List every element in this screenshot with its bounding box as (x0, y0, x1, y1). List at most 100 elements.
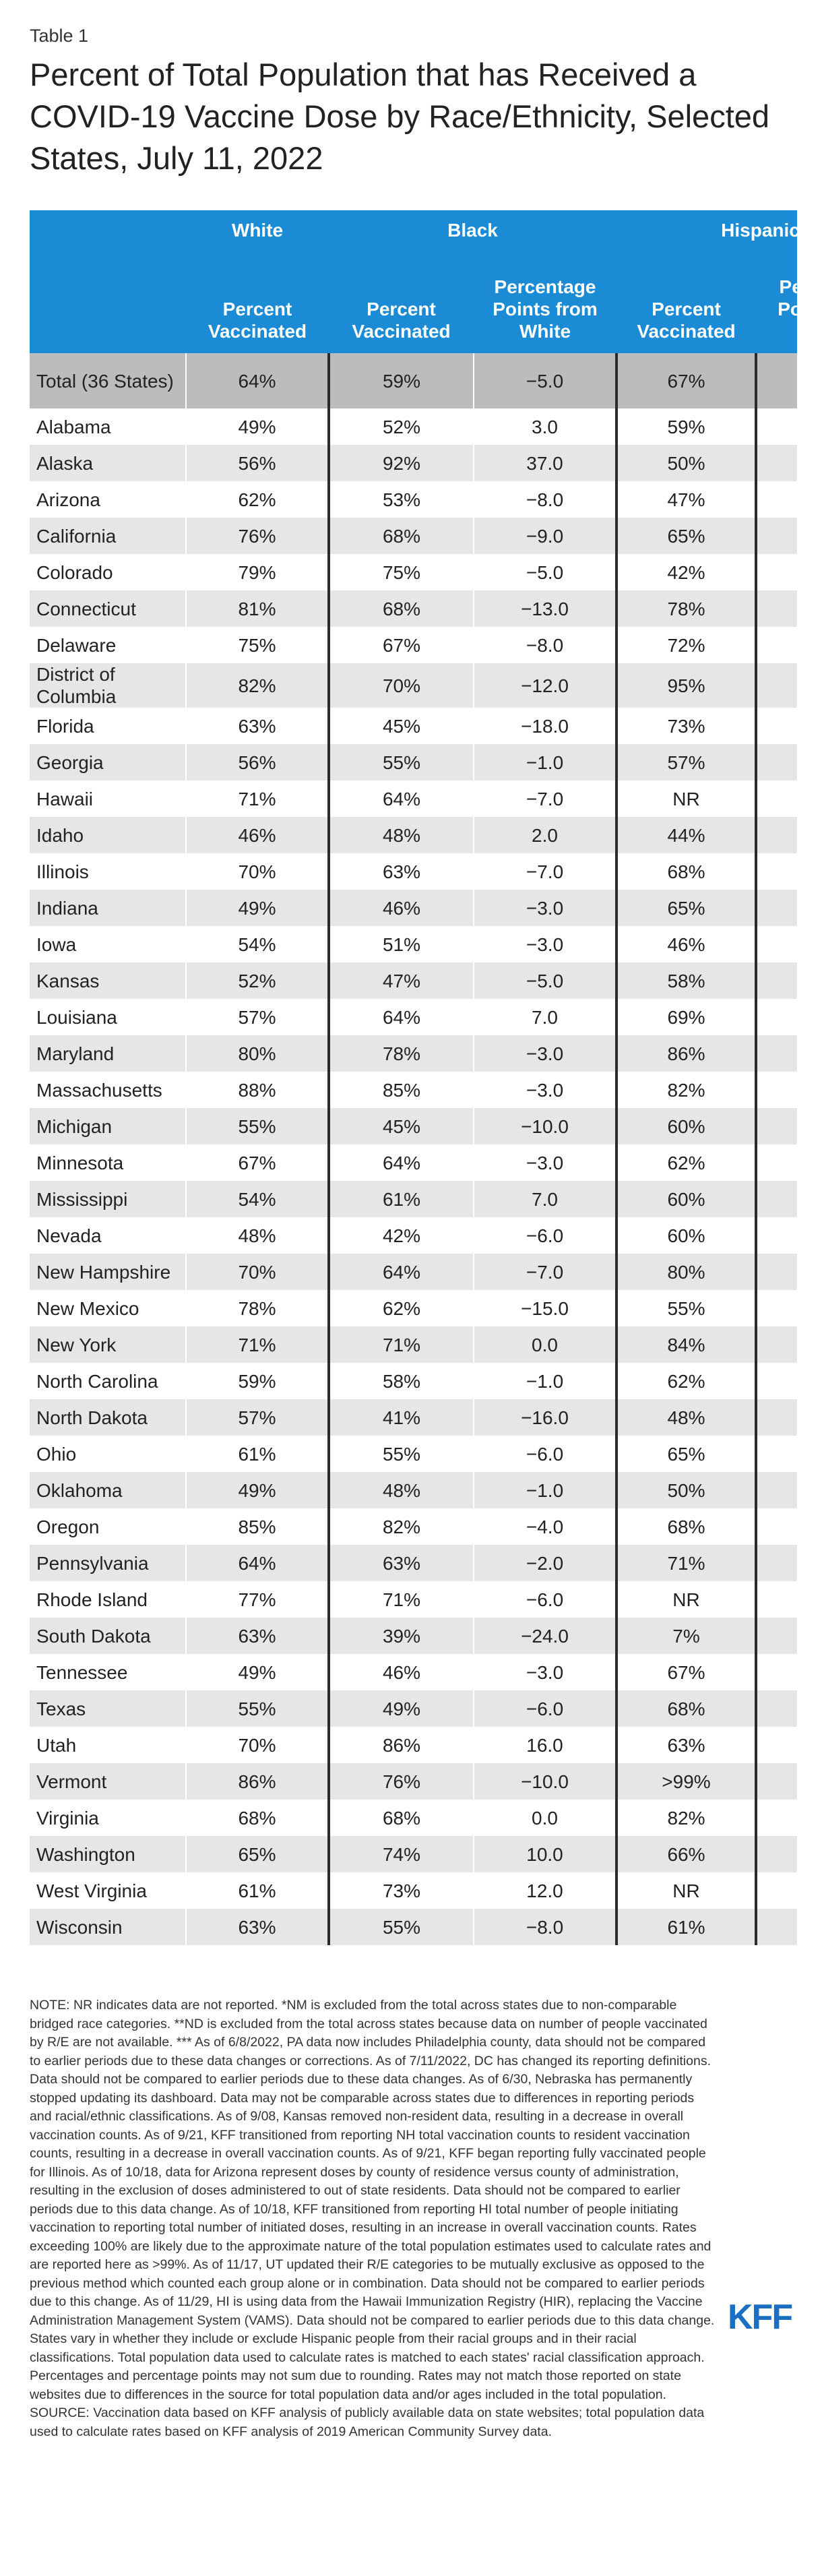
header-cell (30, 210, 186, 249)
table-cell: 59% (615, 408, 756, 445)
table-cell: 49% (185, 1654, 329, 1690)
table-cell: 58% (615, 962, 756, 999)
table-cell: −3.0 (473, 1144, 616, 1181)
table-cell: −9.0 (473, 518, 616, 554)
table-label: Table 1 (30, 26, 89, 46)
table-cell (754, 1618, 797, 1654)
table-cell: 69% (615, 999, 756, 1035)
table-cell: 79% (185, 554, 329, 590)
table-cell: 47% (327, 962, 474, 999)
table-cell: 46% (327, 890, 474, 926)
table-cell: 78% (185, 1290, 329, 1326)
table-cell: 82% (327, 1508, 474, 1545)
table-cell: 56% (185, 445, 329, 481)
table-cell (754, 1217, 797, 1254)
table-cell: 85% (327, 1072, 474, 1108)
table-cell: 88% (185, 1072, 329, 1108)
table-cell (754, 1800, 797, 1836)
table-cell: 64% (327, 1254, 474, 1290)
table-cell: 63% (327, 1545, 474, 1581)
table-cell: 55% (327, 1909, 474, 1945)
table-cell: 86% (185, 1763, 329, 1800)
table-row: Nevada 48% 42% −6.0 60% (30, 1217, 797, 1254)
table-row: District of Columbia 82% 70% −12.0 95% (30, 663, 797, 708)
table-container: White Black Hispanic Percent Vaccinated … (30, 210, 797, 1945)
table-cell: 68% (615, 1508, 756, 1545)
table-cell (754, 481, 797, 518)
table-row: Pennsylvania 64% 63% −2.0 71% (30, 1545, 797, 1581)
table-row: Arizona 62% 53% −8.0 47% (30, 481, 797, 518)
table-cell (754, 926, 797, 962)
table-cell: 60% (615, 1108, 756, 1144)
table-cell: 71% (185, 780, 329, 817)
row-label: Iowa (30, 926, 186, 962)
table-cell: 12.0 (473, 1872, 616, 1909)
table-cell: 65% (185, 1836, 329, 1872)
row-label: New Mexico (30, 1290, 186, 1326)
column-header: Percent Vaccinated (329, 249, 474, 353)
table-cell: 54% (185, 1181, 329, 1217)
table-cell: 48% (185, 1217, 329, 1254)
table-cell (754, 1581, 797, 1618)
table-cell: 52% (327, 408, 474, 445)
table-cell: NR (615, 780, 756, 817)
table-cell (754, 1508, 797, 1545)
table-cell: −6.0 (473, 1581, 616, 1618)
table-cell (754, 780, 797, 817)
table-cell: 64% (185, 353, 329, 408)
row-label: North Dakota (30, 1399, 186, 1436)
row-label: Michigan (30, 1108, 186, 1144)
table-cell: 64% (327, 780, 474, 817)
table-cell: 61% (327, 1181, 474, 1217)
table-row: Tennessee 49% 46% −3.0 67% (30, 1654, 797, 1690)
table-row: Delaware 75% 67% −8.0 72% (30, 627, 797, 663)
table-cell: 70% (185, 853, 329, 890)
table-row: Colorado 79% 75% −5.0 42% (30, 554, 797, 590)
row-label: Ohio (30, 1436, 186, 1472)
table-row: New Mexico 78% 62% −15.0 55% (30, 1290, 797, 1326)
row-label: Alaska (30, 445, 186, 481)
table-cell (754, 1035, 797, 1072)
table-cell: NR (615, 1581, 756, 1618)
table-cell: −7.0 (473, 780, 616, 817)
table-cell: 75% (327, 554, 474, 590)
table-cell: −12.0 (473, 663, 616, 708)
table-row: Florida 63% 45% −18.0 73% (30, 708, 797, 744)
table-cell (754, 744, 797, 780)
row-label: Massachusetts (30, 1072, 186, 1108)
table-cell: −8.0 (473, 481, 616, 518)
table-title: Percent of Total Population that has Rec… (30, 57, 770, 176)
header-cell (30, 249, 186, 353)
table-cell (754, 999, 797, 1035)
table-cell: 66% (615, 1836, 756, 1872)
table-cell: 59% (185, 1363, 329, 1399)
table-cell: 55% (185, 1690, 329, 1727)
table-cell: 82% (185, 663, 329, 708)
table-row: North Dakota 57% 41% −16.0 48% (30, 1399, 797, 1436)
table-cell: 60% (615, 1217, 756, 1254)
table-cell: 57% (185, 999, 329, 1035)
table-cell: 67% (185, 1144, 329, 1181)
table-cell: 71% (615, 1545, 756, 1581)
row-label: Colorado (30, 554, 186, 590)
table-cell: 92% (327, 445, 474, 481)
table-row: South Dakota 63% 39% −24.0 7% (30, 1618, 797, 1654)
table-cell: −5.0 (473, 554, 616, 590)
table-cell: 68% (327, 1800, 474, 1836)
table-row: North Carolina 59% 58% −1.0 62% (30, 1363, 797, 1399)
table-cell: 78% (327, 1035, 474, 1072)
table-cell: 86% (327, 1727, 474, 1763)
table-row: Massachusetts 88% 85% −3.0 82% (30, 1072, 797, 1108)
table-cell: 46% (185, 817, 329, 853)
table-cell: 0.0 (473, 1800, 616, 1836)
table-cell: −2.0 (473, 1545, 616, 1581)
table-cell: 67% (615, 353, 756, 408)
table-cell: 48% (327, 1472, 474, 1508)
table-cell: 2.0 (473, 817, 616, 853)
table-cell: 58% (327, 1363, 474, 1399)
table-row: Louisiana 57% 64% 7.0 69% (30, 999, 797, 1035)
table-cell: 70% (185, 1254, 329, 1290)
row-label: New Hampshire (30, 1254, 186, 1290)
table-cell: −7.0 (473, 1254, 616, 1290)
table-cell: >99% (615, 1763, 756, 1800)
